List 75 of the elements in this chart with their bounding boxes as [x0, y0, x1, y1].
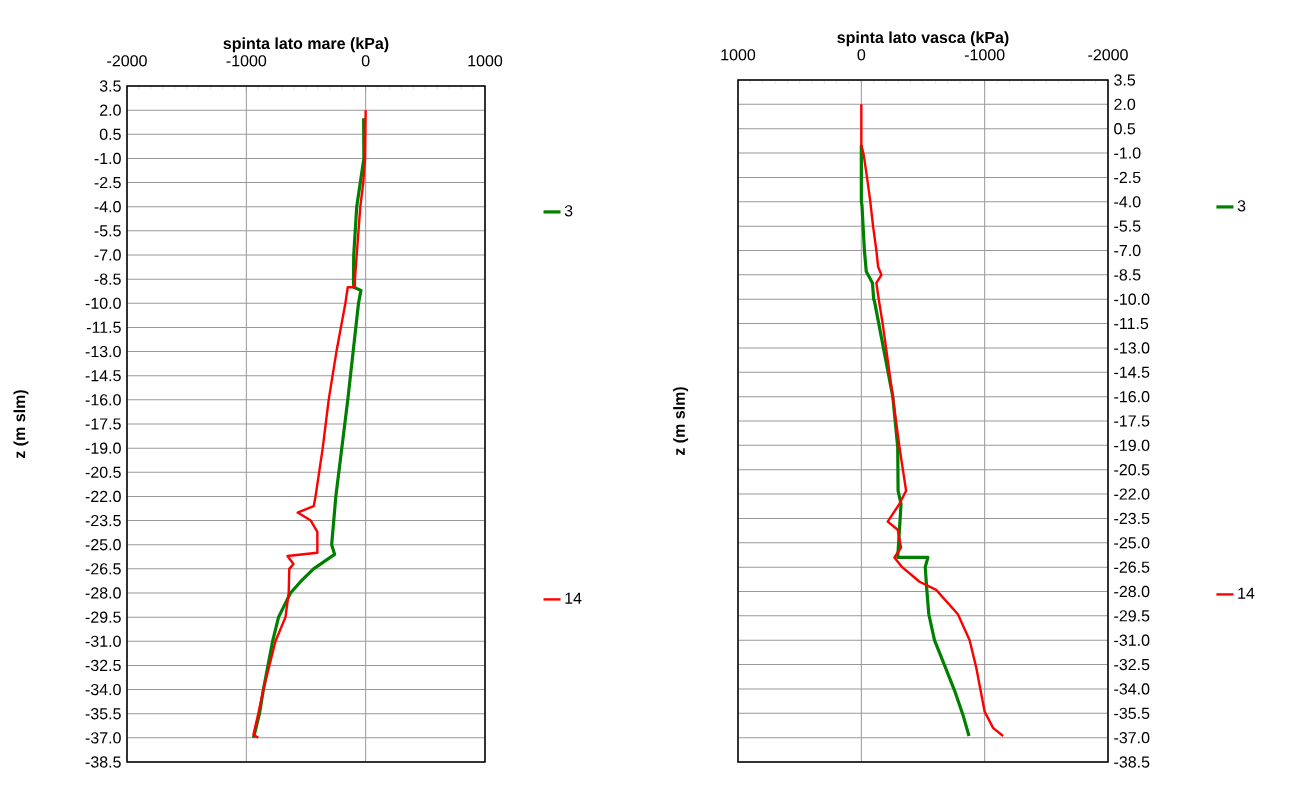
y-tick-label: -11.5: [86, 321, 121, 334]
x-tick-label: -1000: [964, 49, 1005, 61]
y-tick-label: -29.5: [85, 611, 121, 623]
y-tick-label: -16.0: [1114, 390, 1150, 403]
y-tick-label: -7.0: [94, 249, 121, 261]
y-tick-label: -23.5: [1114, 512, 1150, 525]
legend-label: 3: [564, 205, 573, 217]
line-series: [860, 103, 1005, 738]
y-tick-label: -8.5: [94, 273, 121, 285]
y-tick-label: -28.0: [1114, 585, 1150, 598]
y-tick-label: -5.5: [1114, 220, 1141, 232]
y-tick-label: 0.5: [99, 128, 121, 140]
y-tick-label: -14.5: [1114, 366, 1150, 378]
x-tick-label: -1000: [226, 55, 267, 67]
y-tick-label: -14.5: [85, 370, 121, 382]
y-tick-label: -20.5: [85, 466, 121, 478]
y-tick-label: -4.0: [94, 201, 121, 213]
y-tick-label: -32.5: [1114, 658, 1150, 671]
y-tick-label: -34.0: [1114, 683, 1150, 695]
y-tick-label: -11.5: [1114, 317, 1149, 330]
y-tick-label: -19.0: [1114, 439, 1150, 452]
y-tick-label: -34.0: [85, 683, 121, 696]
y-tick-label: 0.5: [1114, 123, 1136, 135]
y-tick-label: -23.5: [85, 514, 121, 527]
y-tick-label: -38.5: [1114, 756, 1150, 768]
y-axis-title: z (m slm): [13, 390, 29, 459]
x-tick-label: -2000: [107, 55, 147, 67]
y-tick-label: -25.0: [85, 539, 121, 551]
y-tick-label: -17.5: [1114, 415, 1150, 427]
y-tick-label: 3.5: [1114, 74, 1136, 86]
y-tick-label: -10.0: [1114, 293, 1150, 305]
y-tick-label: -4.0: [1114, 196, 1141, 208]
legend-label: 14: [565, 592, 582, 604]
y-tick-label: 2.0: [100, 104, 121, 116]
y-tick-label: -17.5: [85, 418, 121, 430]
x-tick-label: 0: [361, 55, 370, 67]
y-tick-label: -20.5: [1114, 464, 1150, 476]
y-tick-label: -31.0: [85, 635, 121, 647]
y-axis-title: z (m slm): [673, 387, 689, 456]
y-tick-label: -7.0: [1114, 244, 1141, 257]
y-tick-label: 2.0: [1114, 98, 1136, 111]
y-tick-label: -16.0: [85, 394, 121, 406]
y-tick-label: -1.0: [1114, 147, 1141, 159]
x-axis-title: spinta lato mare (kPa): [223, 37, 389, 53]
y-tick-label: -32.5: [85, 659, 121, 672]
y-tick-label: -13.0: [85, 345, 121, 358]
x-tick-label: 1000: [468, 55, 503, 67]
y-tick-label: -35.5: [1114, 707, 1150, 719]
y-tick-label: -22.0: [1114, 488, 1150, 500]
y-tick-label: -29.5: [1114, 610, 1150, 622]
y-tick-label: -37.0: [1114, 731, 1150, 744]
legend-label: 14: [1238, 587, 1255, 599]
y-tick-label: -26.5: [85, 563, 121, 575]
y-tick-label: -13.0: [1114, 342, 1150, 354]
legend-label: 3: [1237, 200, 1246, 212]
y-tick-label: -31.0: [1114, 634, 1150, 646]
y-tick-label: -8.5: [1114, 269, 1141, 281]
y-tick-label: -35.5: [85, 708, 121, 720]
x-tick-label: 1000: [721, 49, 756, 61]
y-tick-label: -1.0: [94, 152, 121, 165]
y-tick-label: -26.5: [1114, 561, 1150, 573]
y-tick-label: -5.5: [94, 225, 121, 237]
y-tick-label: -2.5: [1114, 171, 1141, 184]
x-tick-label: 0: [857, 49, 866, 61]
y-tick-label: -25.0: [1114, 537, 1150, 549]
y-tick-label: -37.0: [85, 732, 121, 744]
y-tick-label: -10.0: [85, 297, 121, 309]
y-tick-label: -38.5: [85, 756, 121, 768]
y-tick-label: -19.0: [85, 442, 121, 454]
x-axis-title: spinta lato vasca (kPa): [837, 31, 1009, 47]
y-tick-label: -22.0: [85, 490, 121, 503]
x-tick-label: -2000: [1088, 49, 1128, 61]
y-tick-label: -28.0: [85, 587, 121, 599]
y-tick-label: 3.5: [99, 80, 121, 92]
y-tick-label: -2.5: [94, 176, 121, 189]
